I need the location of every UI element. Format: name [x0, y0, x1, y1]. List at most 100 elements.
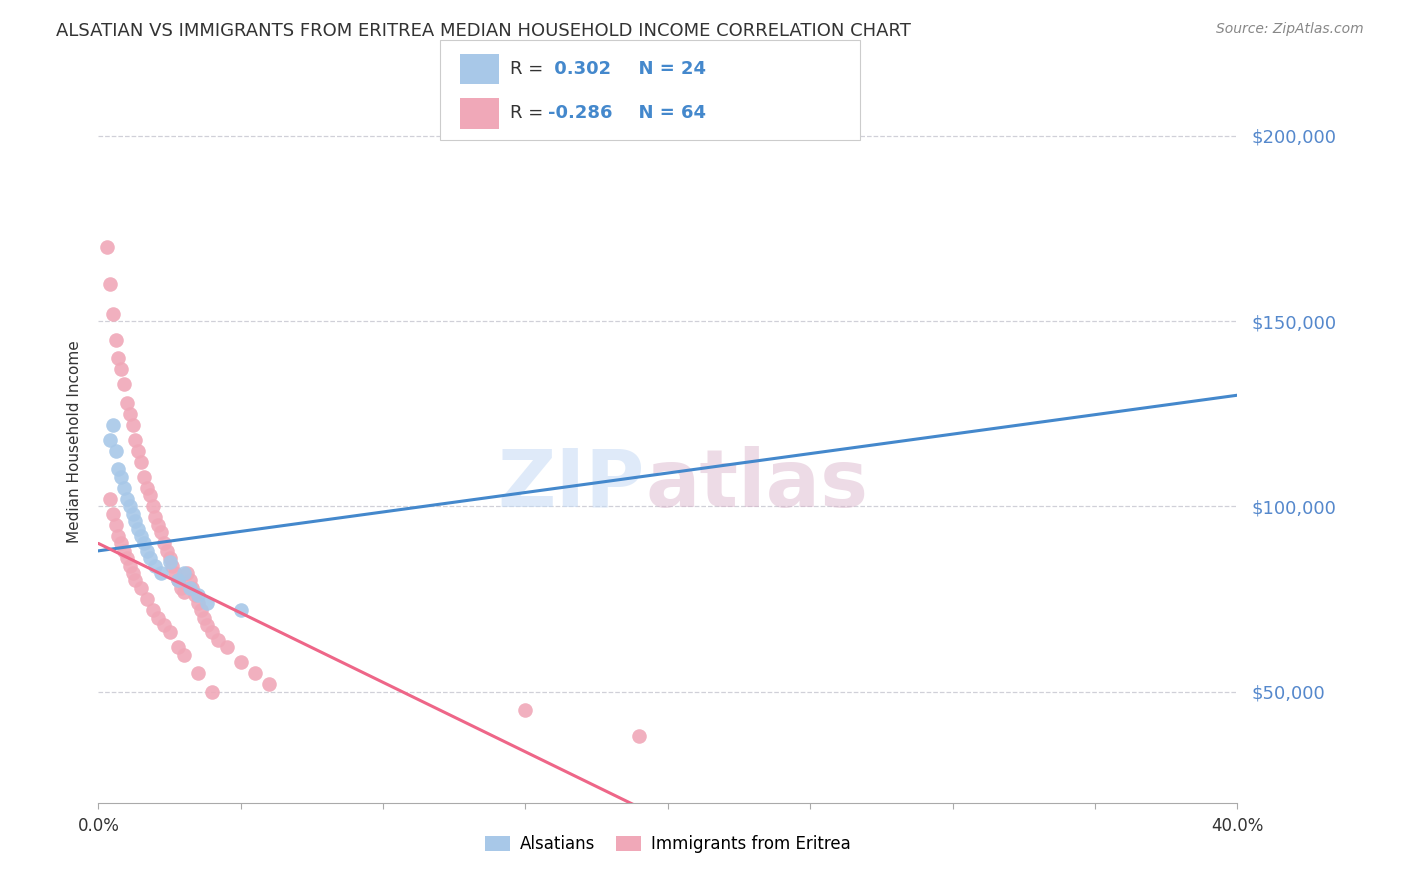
- Point: [195, 618, 218, 632]
- Point: [124, 514, 146, 528]
- Point: [148, 517, 170, 532]
- Point: [141, 603, 163, 617]
- Point: [132, 469, 155, 483]
- Point: [135, 544, 157, 558]
- Point: [115, 491, 138, 506]
- Point: [150, 525, 173, 540]
- Point: [107, 351, 129, 366]
- Point: [195, 596, 218, 610]
- Point: [150, 566, 173, 580]
- Point: [98, 433, 121, 447]
- Point: [181, 581, 204, 595]
- Point: [129, 581, 152, 595]
- Point: [112, 377, 135, 392]
- Text: atlas: atlas: [645, 446, 868, 524]
- Point: [156, 544, 179, 558]
- Point: [110, 536, 132, 550]
- Point: [184, 588, 207, 602]
- Point: [127, 522, 149, 536]
- Text: ALSATIAN VS IMMIGRANTS FROM ERITREA MEDIAN HOUSEHOLD INCOME CORRELATION CHART: ALSATIAN VS IMMIGRANTS FROM ERITREA MEDI…: [56, 22, 911, 40]
- Point: [179, 581, 201, 595]
- Point: [167, 640, 190, 655]
- Point: [141, 500, 163, 514]
- Point: [112, 544, 135, 558]
- Point: [145, 510, 167, 524]
- Point: [167, 574, 190, 588]
- Point: [259, 677, 281, 691]
- Point: [135, 592, 157, 607]
- Point: [243, 666, 266, 681]
- Point: [96, 240, 118, 254]
- Point: [138, 551, 160, 566]
- Point: [104, 443, 127, 458]
- Point: [515, 703, 537, 717]
- Point: [145, 558, 167, 573]
- Point: [118, 500, 141, 514]
- Point: [170, 581, 193, 595]
- Text: -0.286: -0.286: [548, 104, 613, 122]
- Point: [187, 596, 209, 610]
- Point: [121, 417, 143, 432]
- Point: [107, 529, 129, 543]
- Point: [153, 536, 176, 550]
- Legend: Alsatians, Immigrants from Eritrea: Alsatians, Immigrants from Eritrea: [478, 828, 858, 860]
- Point: [193, 610, 215, 624]
- Point: [118, 407, 141, 421]
- Text: 0.302: 0.302: [548, 60, 612, 78]
- Point: [124, 433, 146, 447]
- Point: [98, 491, 121, 506]
- Point: [201, 625, 224, 640]
- Point: [115, 551, 138, 566]
- Point: [173, 584, 195, 599]
- Point: [121, 507, 143, 521]
- Text: ZIP: ZIP: [498, 446, 645, 524]
- Point: [118, 558, 141, 573]
- Point: [187, 588, 209, 602]
- Point: [124, 574, 146, 588]
- Point: [107, 462, 129, 476]
- Point: [127, 443, 149, 458]
- Point: [121, 566, 143, 580]
- Point: [229, 603, 252, 617]
- Point: [229, 655, 252, 669]
- Point: [115, 395, 138, 409]
- Point: [190, 603, 212, 617]
- Text: Source: ZipAtlas.com: Source: ZipAtlas.com: [1216, 22, 1364, 37]
- Point: [628, 729, 651, 743]
- Text: N = 24: N = 24: [626, 60, 706, 78]
- Point: [159, 555, 181, 569]
- Point: [148, 610, 170, 624]
- Point: [187, 666, 209, 681]
- Point: [112, 481, 135, 495]
- Point: [176, 566, 198, 580]
- Point: [129, 455, 152, 469]
- Point: [135, 481, 157, 495]
- Point: [98, 277, 121, 291]
- Point: [215, 640, 238, 655]
- Point: [162, 558, 184, 573]
- Text: R =: R =: [510, 60, 550, 78]
- Point: [110, 469, 132, 483]
- Point: [165, 566, 187, 580]
- Point: [132, 536, 155, 550]
- Point: [167, 574, 190, 588]
- Point: [138, 488, 160, 502]
- Point: [153, 618, 176, 632]
- Point: [173, 566, 195, 580]
- Text: N = 64: N = 64: [626, 104, 706, 122]
- Text: R =: R =: [510, 104, 550, 122]
- Point: [104, 333, 127, 347]
- Point: [159, 551, 181, 566]
- Point: [110, 362, 132, 376]
- Point: [159, 625, 181, 640]
- Point: [173, 648, 195, 662]
- Point: [201, 684, 224, 698]
- Point: [101, 307, 124, 321]
- Point: [104, 517, 127, 532]
- Point: [207, 632, 229, 647]
- Point: [129, 529, 152, 543]
- Point: [101, 507, 124, 521]
- Point: [101, 417, 124, 432]
- Y-axis label: Median Household Income: Median Household Income: [67, 340, 83, 543]
- Point: [179, 574, 201, 588]
